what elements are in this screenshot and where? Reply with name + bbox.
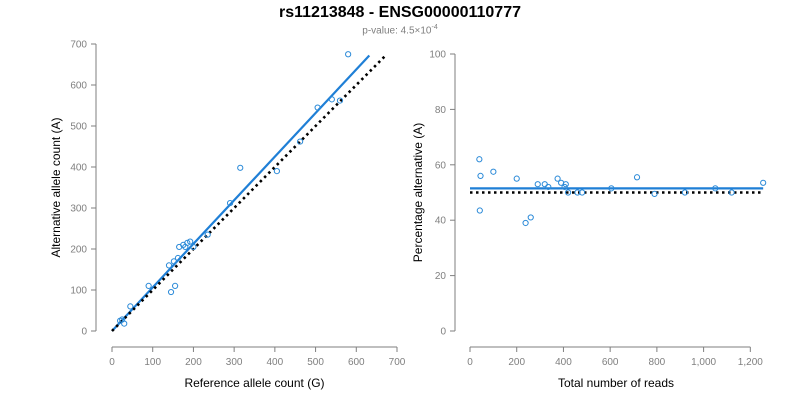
p-value-text: p-value: 4.5×10 [362,25,432,37]
data-point [204,231,211,238]
y-tick-label: 0 [81,327,87,338]
y-axis-label: Alternative allele count (A) [49,117,63,257]
y-tick-label: 300 [70,204,87,215]
data-point [237,164,244,171]
data-point [314,104,321,111]
data-point [328,96,335,103]
x-tick-label: 400 [267,357,284,368]
data-point [345,51,352,58]
data-point [273,168,280,175]
data-point [174,254,182,262]
data-point [184,239,191,246]
x-tick-label: 600 [348,357,365,368]
data-point [190,243,197,251]
y-tick-label: 600 [70,81,87,92]
data-point [127,303,134,310]
data-point [170,258,177,265]
x-tick-label: 100 [144,357,161,368]
x-tick-label: 0 [109,357,115,368]
y-tick-label: 400 [70,163,87,174]
data-point [336,97,344,104]
data-point [172,282,179,289]
y-tick-label: 100 [70,286,87,297]
x-tick-label: 300 [226,357,243,368]
y-tick-label: 700 [70,40,87,51]
data-point [145,282,152,289]
x-axis-label: Reference allele count (G) [184,376,324,390]
y-tick-label: 200 [70,245,87,256]
y-tick-label: 500 [70,122,87,133]
x-tick-label: 200 [185,357,202,368]
p-value-exponent: -4 [431,24,438,31]
data-point [121,320,128,327]
chart-subtitle: p-value: 4.5×10-4 [0,24,800,36]
chart-title: rs11213848 - ENSG00000110777 [279,4,521,21]
fit-line [111,54,371,332]
x-tick-label: 500 [307,357,324,368]
data-point [297,138,304,145]
x-tick-label: 700 [389,357,406,368]
data-point [226,199,234,207]
data-point [165,262,173,269]
data-point [167,288,175,296]
reference-line [111,54,387,332]
data-point [187,238,194,245]
